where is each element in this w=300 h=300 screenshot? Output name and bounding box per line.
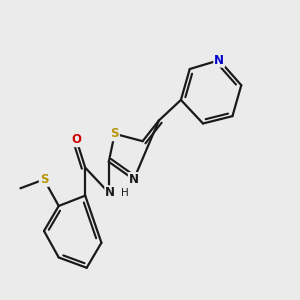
Text: S: S (40, 173, 48, 186)
Text: N: N (129, 173, 139, 186)
Text: S: S (110, 127, 119, 140)
Text: H: H (121, 188, 129, 198)
Text: O: O (71, 133, 81, 146)
Text: N: N (214, 54, 224, 67)
Text: N: N (105, 186, 115, 199)
